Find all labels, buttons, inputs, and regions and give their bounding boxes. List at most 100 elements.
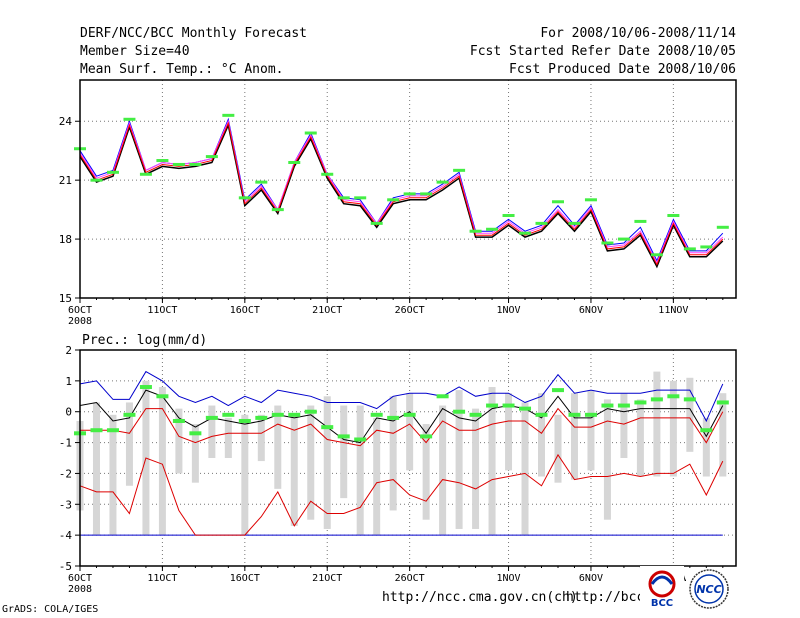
x-tick-label: 16OCT	[230, 573, 260, 584]
bcc-url-link[interactable]: http://bcc.	[566, 590, 653, 605]
marker	[370, 221, 383, 225]
spread-bar	[208, 405, 216, 458]
x-tick-label: 26OCT	[395, 305, 425, 316]
y-tick-label: -3	[59, 498, 72, 511]
marker	[667, 394, 680, 399]
spread-bar	[702, 417, 710, 477]
spread-bar	[603, 399, 611, 520]
ncc-logo-text: NCC	[696, 583, 721, 596]
marker	[172, 162, 185, 166]
marker	[551, 388, 564, 393]
marker	[436, 394, 449, 399]
marker	[304, 409, 317, 414]
spread-bar	[175, 408, 183, 474]
y-tick-label: -2	[59, 467, 72, 480]
spread-bar	[538, 393, 546, 477]
marker	[700, 245, 713, 249]
x-year-label: 2008	[68, 584, 92, 595]
spread-bar	[636, 399, 644, 477]
marker	[337, 434, 350, 439]
marker	[716, 225, 729, 229]
marker	[436, 180, 449, 184]
spread-bar	[521, 402, 529, 536]
spread-bar	[719, 393, 727, 477]
x-tick-label: 1NOV	[496, 305, 520, 316]
x-tick-label: 6NOV	[579, 573, 603, 584]
marker	[634, 400, 647, 405]
x-tick-label: 6NOV	[579, 305, 603, 316]
marker	[683, 397, 696, 402]
spread-bar	[241, 414, 249, 536]
marker	[601, 241, 614, 245]
variable-label: Mean Surf. Temp.: °C Anom.	[80, 62, 284, 77]
marker	[486, 227, 499, 231]
marker	[584, 412, 597, 417]
spread-bar	[340, 405, 348, 499]
marker	[700, 428, 713, 433]
x-tick-label: 16OCT	[230, 305, 260, 316]
marker	[189, 162, 202, 166]
marker	[420, 434, 433, 439]
marker	[469, 229, 482, 233]
marker	[617, 403, 630, 408]
marker	[354, 437, 367, 442]
x-tick-label: 21OCT	[312, 305, 342, 316]
marker	[683, 247, 696, 251]
spread-bar	[669, 380, 677, 477]
chart-title-line1: DERF/NCC/BCC Monthly Forecast	[80, 26, 307, 41]
y-tick-label: -5	[59, 560, 72, 573]
bcc-logo-text: BCC	[651, 598, 673, 609]
spread-bar	[653, 371, 661, 477]
produced-date-label: Fcst Produced Date 2008/10/06	[509, 62, 736, 77]
plot-frame	[79, 349, 737, 567]
spread-bar	[323, 396, 331, 529]
y-tick-label: 18	[59, 233, 72, 246]
spread-bar	[686, 377, 694, 452]
ncc-url-link[interactable]: http://ncc.cma.gov.cn(ch)	[382, 590, 578, 605]
spread-bar	[274, 405, 282, 489]
spread-bar	[505, 393, 513, 471]
marker	[255, 415, 268, 420]
series-upper-pink	[79, 119, 724, 264]
spread-bar	[488, 387, 496, 536]
y-tick-label: -1	[59, 437, 72, 450]
marker	[321, 172, 334, 176]
spread-bar	[290, 414, 298, 526]
grads-credit: GrADS: COLA/IGES	[2, 604, 99, 615]
spread-bar	[92, 402, 100, 536]
series-ensemble-mean-black	[79, 122, 724, 269]
marker	[453, 409, 466, 414]
marker	[387, 198, 400, 202]
x-tick-label: 6OCT	[68, 573, 92, 584]
marker	[106, 170, 119, 174]
spread-bar	[191, 424, 199, 483]
spread-bar	[307, 405, 315, 520]
spread-bar	[472, 408, 480, 529]
marker	[189, 431, 202, 436]
ncc-logo: NCC	[686, 568, 732, 610]
marker	[650, 397, 663, 402]
marker	[271, 412, 284, 417]
marker	[238, 418, 251, 423]
x-tick-label: 11NOV	[658, 305, 688, 316]
marker	[288, 412, 301, 417]
series-lower-red	[80, 407, 724, 447]
series-min-red	[79, 453, 724, 536]
x-year-label: 2008	[68, 316, 92, 327]
plot-frame	[79, 79, 737, 299]
spread-bar	[158, 387, 166, 536]
marker	[667, 214, 680, 218]
marker	[551, 200, 564, 204]
spread-bar	[587, 390, 595, 471]
y-tick-label: 1	[65, 375, 72, 388]
marker	[123, 117, 136, 121]
spread-bar	[570, 393, 578, 480]
spread-bar	[109, 414, 117, 536]
marker	[403, 412, 416, 417]
marker	[617, 237, 630, 241]
y-tick-label: -4	[59, 529, 73, 542]
marker	[453, 168, 466, 172]
marker	[370, 412, 383, 417]
